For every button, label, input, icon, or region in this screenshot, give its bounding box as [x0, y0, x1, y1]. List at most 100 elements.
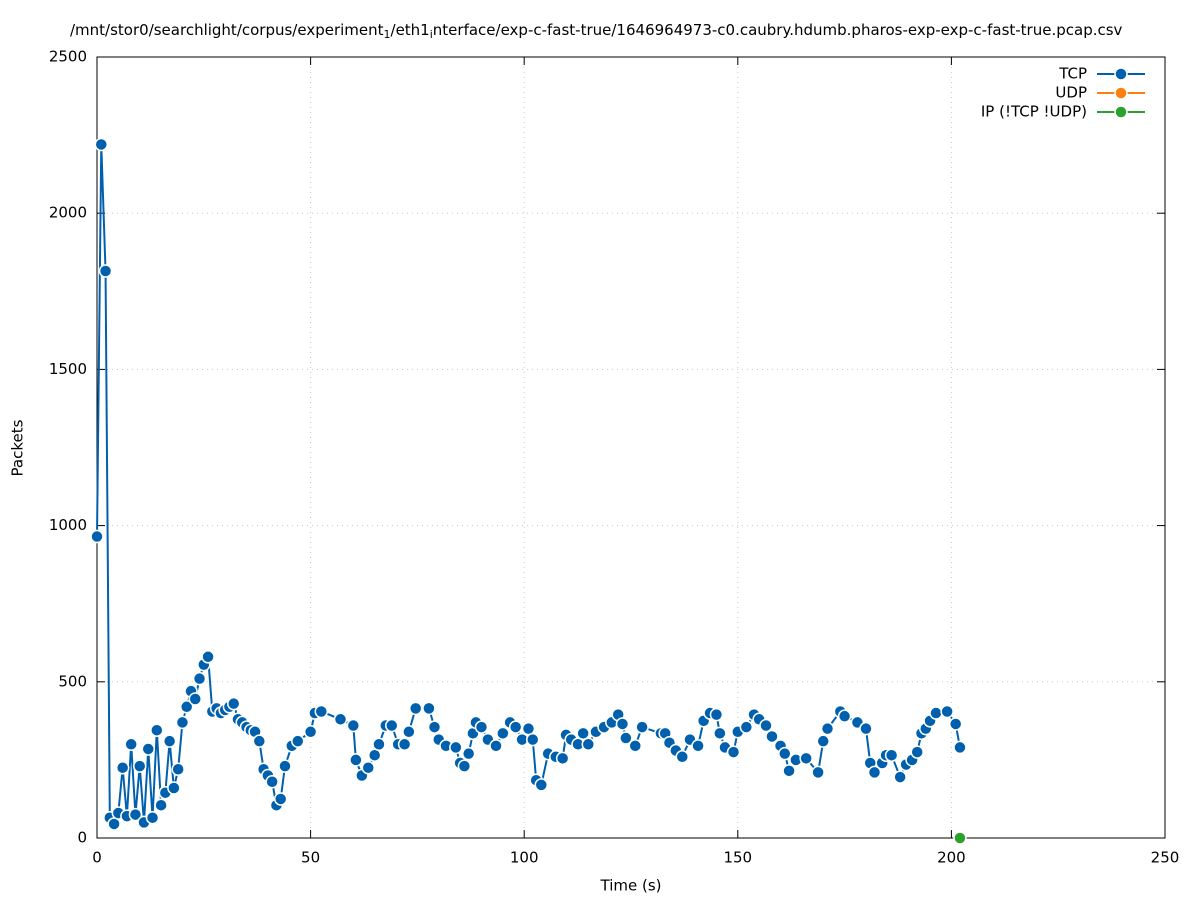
- chart-title: /mnt/stor0/searchlight/corpus/experiment…: [70, 21, 1123, 42]
- data-point: [201, 650, 215, 664]
- data-point: [867, 765, 882, 780]
- data-point: [303, 725, 318, 739]
- data-point: [709, 707, 724, 722]
- data-point: [940, 704, 954, 719]
- data-point: [615, 717, 630, 731]
- data-point: [525, 732, 540, 747]
- data-point: [449, 740, 463, 755]
- data-point: [346, 718, 361, 733]
- data-point: [167, 781, 181, 795]
- data-point: [150, 723, 164, 737]
- x-tick-label: 200: [937, 849, 966, 867]
- data-point: [782, 764, 796, 778]
- title-part: /eth1: [391, 21, 430, 39]
- data-point: [739, 720, 754, 734]
- data-point: [361, 760, 376, 775]
- x-tick-label: 100: [510, 849, 539, 867]
- data-point: [154, 798, 168, 812]
- data-point: [252, 734, 267, 748]
- data-point: [397, 737, 412, 752]
- data-point: [713, 726, 727, 741]
- data-point: [799, 751, 813, 766]
- data-point: [145, 810, 160, 825]
- data-point: [408, 701, 423, 716]
- data-point: [635, 720, 649, 734]
- data-point: [162, 734, 177, 748]
- data-point: [759, 718, 773, 733]
- data-point: [94, 137, 109, 152]
- data-point: [948, 717, 963, 731]
- data-point: [385, 718, 399, 733]
- legend-label: IP (!TCP !UDP): [981, 103, 1087, 121]
- data-point: [188, 692, 203, 706]
- data-point: [619, 731, 633, 745]
- title-part: nterface/exp-c-fast-true/1646964973-c0.c…: [433, 21, 1123, 39]
- data-point: [171, 762, 185, 777]
- data-point: [278, 759, 292, 773]
- data-point: [508, 720, 523, 734]
- data-point: [461, 746, 476, 761]
- data-point: [273, 792, 288, 806]
- data-point: [192, 671, 207, 686]
- data-point: [124, 737, 138, 752]
- data-point: [576, 726, 590, 741]
- data-point: [457, 759, 472, 773]
- data-point: [534, 778, 549, 792]
- legend-label: UDP: [1055, 84, 1087, 102]
- data-point: [691, 739, 705, 753]
- title-subscript: 1: [384, 28, 391, 41]
- y-axis-label: Packets: [9, 419, 27, 476]
- data-point: [128, 807, 143, 822]
- data-point: [422, 701, 436, 716]
- data-point: [226, 696, 241, 711]
- data-point: [489, 739, 503, 753]
- data-point: [910, 745, 924, 759]
- x-tick-label: 150: [723, 849, 752, 867]
- data-point: [314, 704, 329, 719]
- data-point: [628, 739, 643, 753]
- data-point: [402, 725, 416, 739]
- x-tick-label: 50: [301, 849, 320, 867]
- data-point: [893, 770, 907, 784]
- data-point: [349, 753, 363, 767]
- data-point: [837, 709, 852, 723]
- data-point: [291, 734, 305, 748]
- data-point: [859, 721, 873, 736]
- data-point: [427, 720, 442, 734]
- data-point: [90, 529, 104, 544]
- data-point: [98, 264, 113, 278]
- title-subscript: i: [430, 28, 433, 41]
- data-point: [953, 740, 967, 755]
- title-part: /mnt/stor0/searchlight/corpus/experiment: [70, 21, 384, 39]
- data-point: [953, 831, 967, 845]
- legend-label: TCP: [1058, 65, 1087, 83]
- y-tick-label: 500: [58, 672, 87, 690]
- data-point: [816, 734, 830, 748]
- x-axis-label: Time (s): [600, 877, 662, 895]
- data-point: [496, 726, 510, 741]
- y-tick-label: 1000: [49, 516, 87, 534]
- data-point: [929, 706, 943, 720]
- data-point: [141, 742, 156, 756]
- data-point: [555, 751, 570, 766]
- y-tick-label: 2500: [49, 48, 87, 66]
- x-tick-label: 250: [1151, 849, 1180, 867]
- data-point: [820, 721, 835, 736]
- data-point: [265, 775, 279, 789]
- legend-marker: [1114, 86, 1128, 100]
- legend-marker: [1114, 67, 1128, 81]
- data-point: [581, 737, 596, 752]
- data-point: [765, 729, 779, 744]
- data-point: [333, 712, 348, 727]
- legend-marker: [1114, 105, 1128, 119]
- data-point: [474, 720, 489, 734]
- data-point: [778, 746, 792, 761]
- data-point: [675, 750, 690, 764]
- data-point: [811, 765, 825, 780]
- data-point: [372, 737, 386, 752]
- data-point: [175, 715, 190, 730]
- y-tick-label: 0: [77, 829, 87, 847]
- x-tick-label: 0: [92, 849, 102, 867]
